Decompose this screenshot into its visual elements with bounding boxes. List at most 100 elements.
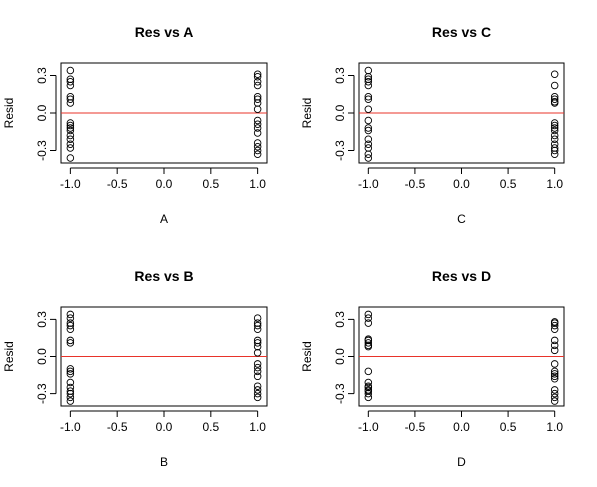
data-point [253, 142, 262, 151]
data-point [66, 321, 75, 330]
data-point [253, 105, 262, 113]
data-point [364, 140, 373, 148]
data-point [253, 339, 262, 347]
data-point [253, 146, 262, 155]
data-point [253, 393, 262, 402]
panel-a: Res vs A -1.0 -0.5 0.0 0.5 1.0 -0.3 0.0 0.3 A Resi… [2, 24, 268, 226]
chart-title: Res vs D [432, 268, 491, 284]
x-tick-label: 0.5 [500, 177, 517, 191]
x-tick-label: 0.5 [202, 420, 219, 434]
data-point [364, 314, 373, 322]
data-point [550, 124, 559, 132]
data-point [550, 375, 559, 383]
data-point [364, 92, 373, 101]
data-point [550, 372, 559, 381]
data-point [364, 135, 373, 143]
x-tick-label: 1.0 [249, 177, 266, 191]
y-tick-label: 0.3 [35, 67, 49, 84]
data-point [550, 397, 559, 405]
y-tick-label: -0.3 [333, 383, 347, 404]
data-point [66, 314, 75, 322]
data-point [364, 105, 373, 113]
data-point [253, 124, 262, 132]
data-point [253, 321, 262, 330]
data-point [66, 135, 75, 143]
data-point [550, 70, 559, 78]
x-tick-label: -1.0 [358, 177, 379, 191]
data-point [364, 124, 373, 132]
data-point [253, 81, 262, 90]
panel-d: Res vs D -1.0 -0.5 0.0 0.5 1.0 -0.3 0.0 0.3 D Resi… [300, 268, 565, 469]
data-point [550, 325, 559, 334]
data-point [66, 393, 75, 402]
x-tick-label: -1.0 [60, 420, 81, 434]
data-point [550, 150, 559, 158]
data-point [550, 386, 559, 394]
x-tick-label: 0.0 [156, 177, 173, 191]
data-point [364, 378, 373, 387]
y-tick-label: 0.0 [35, 104, 49, 121]
data-point [66, 124, 75, 132]
chart-title: Res vs C [432, 24, 491, 40]
x-tick-label: 1.0 [546, 420, 563, 434]
panel-b: Res vs B -1.0 -0.5 0.0 0.5 1.0 -0.3 0.0 0.3 B Resi… [2, 268, 268, 469]
data-point [550, 336, 559, 345]
x-tick-label: 0.5 [202, 177, 219, 191]
x-tick-label: -1.0 [60, 177, 81, 191]
data-point [66, 66, 75, 75]
y-tick-label: 0.3 [333, 311, 347, 328]
data-point [66, 144, 75, 152]
data-point [66, 119, 75, 127]
data-point [364, 95, 373, 103]
data-point [66, 95, 75, 103]
y-axis-label: Resid [300, 98, 314, 129]
data-point [66, 339, 75, 347]
data-point [253, 314, 262, 322]
data-point [253, 389, 262, 398]
chart-title: Res vs A [135, 24, 194, 40]
data-point [66, 367, 75, 376]
data-point [253, 116, 262, 125]
data-point [253, 367, 262, 376]
data-point [66, 336, 75, 345]
data-point [253, 72, 262, 81]
data-point [253, 150, 262, 158]
x-tick-label: -1.0 [358, 420, 379, 434]
data-point [364, 72, 373, 81]
data-point [66, 154, 75, 162]
y-axis-label: Resid [300, 341, 314, 372]
data-point [66, 140, 75, 148]
data-point [550, 119, 559, 127]
data-point [550, 131, 559, 140]
data-point [66, 370, 75, 378]
data-point [550, 99, 559, 107]
data-point [550, 393, 559, 402]
data-point [253, 360, 262, 368]
data-point [66, 99, 75, 107]
data-point [253, 77, 262, 86]
x-axis-label: C [457, 212, 466, 226]
chart-title: Res vs B [134, 268, 193, 284]
data-point [253, 95, 262, 103]
x-tick-label: 0.5 [500, 420, 517, 434]
y-axis-label: Resid [2, 98, 16, 129]
data-point [66, 131, 75, 140]
y-tick-label: 0.0 [333, 104, 347, 121]
y-tick-label: 0.3 [35, 311, 49, 328]
data-point [550, 135, 559, 143]
x-tick-label: -0.5 [107, 420, 128, 434]
data-point [66, 121, 75, 130]
x-axis-label: D [457, 455, 466, 469]
data-point [66, 126, 75, 135]
y-tick-label: 0.3 [333, 67, 347, 84]
x-tick-label: -0.5 [405, 420, 426, 434]
data-point [253, 325, 262, 334]
y-axis-label: Resid [2, 341, 16, 372]
data-point [550, 146, 559, 155]
data-point [66, 365, 75, 373]
y-tick-label: -0.3 [35, 383, 49, 404]
y-tick-label: -0.3 [333, 140, 347, 161]
x-tick-label: 0.0 [156, 420, 173, 434]
data-point [550, 346, 559, 355]
